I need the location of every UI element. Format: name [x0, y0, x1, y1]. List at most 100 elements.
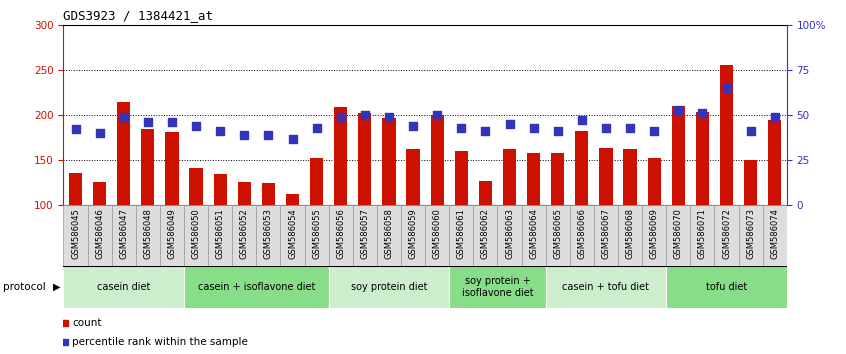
- Bar: [449, 205, 474, 266]
- Bar: [624, 149, 637, 205]
- Bar: [358, 113, 371, 205]
- Bar: [117, 102, 130, 205]
- Bar: [208, 205, 232, 266]
- Point: [720, 85, 733, 91]
- Text: casein diet: casein diet: [97, 282, 151, 292]
- Bar: [160, 205, 184, 266]
- Point: [286, 136, 299, 141]
- Text: GSM586045: GSM586045: [71, 208, 80, 259]
- Text: GSM586073: GSM586073: [746, 208, 755, 259]
- Bar: [546, 266, 667, 308]
- Bar: [213, 174, 227, 205]
- Text: GSM586062: GSM586062: [481, 208, 490, 259]
- Text: GSM586061: GSM586061: [457, 208, 466, 259]
- Point: [358, 112, 371, 118]
- Bar: [618, 205, 642, 266]
- Point: [624, 125, 637, 131]
- Text: GSM586063: GSM586063: [505, 208, 514, 259]
- Text: GSM586059: GSM586059: [409, 208, 418, 259]
- Bar: [63, 205, 87, 266]
- Bar: [334, 107, 348, 205]
- Text: soy protein +
isoflavone diet: soy protein + isoflavone diet: [462, 276, 533, 298]
- Bar: [376, 205, 401, 266]
- Bar: [141, 129, 155, 205]
- Bar: [739, 205, 763, 266]
- Bar: [426, 205, 449, 266]
- Text: casein + isoflavone diet: casein + isoflavone diet: [198, 282, 315, 292]
- Bar: [382, 118, 396, 205]
- Bar: [594, 205, 618, 266]
- Text: GSM586069: GSM586069: [650, 208, 659, 259]
- Text: GSM586067: GSM586067: [602, 208, 611, 259]
- Text: GSM586047: GSM586047: [119, 208, 129, 259]
- Bar: [768, 120, 782, 205]
- Text: GSM586058: GSM586058: [384, 208, 393, 259]
- Bar: [305, 205, 328, 266]
- Text: GSM586065: GSM586065: [553, 208, 563, 259]
- Point: [695, 110, 709, 116]
- Bar: [599, 148, 613, 205]
- Text: count: count: [72, 318, 102, 328]
- Text: GSM586048: GSM586048: [143, 208, 152, 259]
- Bar: [328, 205, 353, 266]
- Point: [310, 125, 323, 131]
- Bar: [667, 266, 787, 308]
- Bar: [93, 182, 107, 205]
- Bar: [328, 266, 449, 308]
- Point: [768, 114, 782, 120]
- Point: [406, 123, 420, 129]
- Bar: [281, 205, 305, 266]
- Text: tofu diet: tofu diet: [706, 282, 747, 292]
- Bar: [406, 149, 420, 205]
- Point: [117, 114, 130, 120]
- Point: [382, 114, 396, 120]
- Point: [575, 118, 589, 123]
- Text: GSM586072: GSM586072: [722, 208, 731, 259]
- Bar: [474, 205, 497, 266]
- Bar: [720, 65, 733, 205]
- Text: GSM586056: GSM586056: [336, 208, 345, 259]
- Point: [744, 129, 757, 134]
- Point: [599, 125, 613, 131]
- Text: GSM586052: GSM586052: [239, 208, 249, 259]
- Bar: [310, 158, 323, 205]
- Bar: [479, 181, 492, 205]
- Bar: [551, 153, 564, 205]
- Bar: [184, 266, 328, 308]
- Point: [551, 129, 564, 134]
- Text: GSM586064: GSM586064: [529, 208, 538, 259]
- Point: [190, 123, 203, 129]
- Point: [334, 114, 348, 120]
- Bar: [714, 205, 739, 266]
- Bar: [69, 173, 82, 205]
- Point: [431, 112, 444, 118]
- Bar: [165, 132, 179, 205]
- Point: [479, 129, 492, 134]
- Text: protocol: protocol: [3, 282, 46, 292]
- Point: [672, 107, 685, 113]
- Point: [503, 121, 516, 127]
- Point: [238, 132, 251, 138]
- Text: soy protein diet: soy protein diet: [351, 282, 427, 292]
- Bar: [449, 266, 546, 308]
- Bar: [575, 131, 589, 205]
- Text: GSM586053: GSM586053: [264, 208, 273, 259]
- Point: [647, 129, 661, 134]
- Point: [527, 125, 541, 131]
- Point: [165, 119, 179, 125]
- Bar: [63, 266, 184, 308]
- Bar: [527, 153, 541, 205]
- Text: GSM586054: GSM586054: [288, 208, 297, 259]
- Text: casein + tofu diet: casein + tofu diet: [563, 282, 650, 292]
- Bar: [672, 106, 685, 205]
- Text: GSM586066: GSM586066: [577, 208, 586, 259]
- Bar: [353, 205, 376, 266]
- Bar: [112, 205, 135, 266]
- Text: GSM586074: GSM586074: [770, 208, 779, 259]
- Text: GSM586071: GSM586071: [698, 208, 707, 259]
- Text: GSM586055: GSM586055: [312, 208, 321, 259]
- Text: GSM586068: GSM586068: [625, 208, 634, 259]
- Text: GSM586070: GSM586070: [673, 208, 683, 259]
- Bar: [546, 205, 570, 266]
- Bar: [286, 194, 299, 205]
